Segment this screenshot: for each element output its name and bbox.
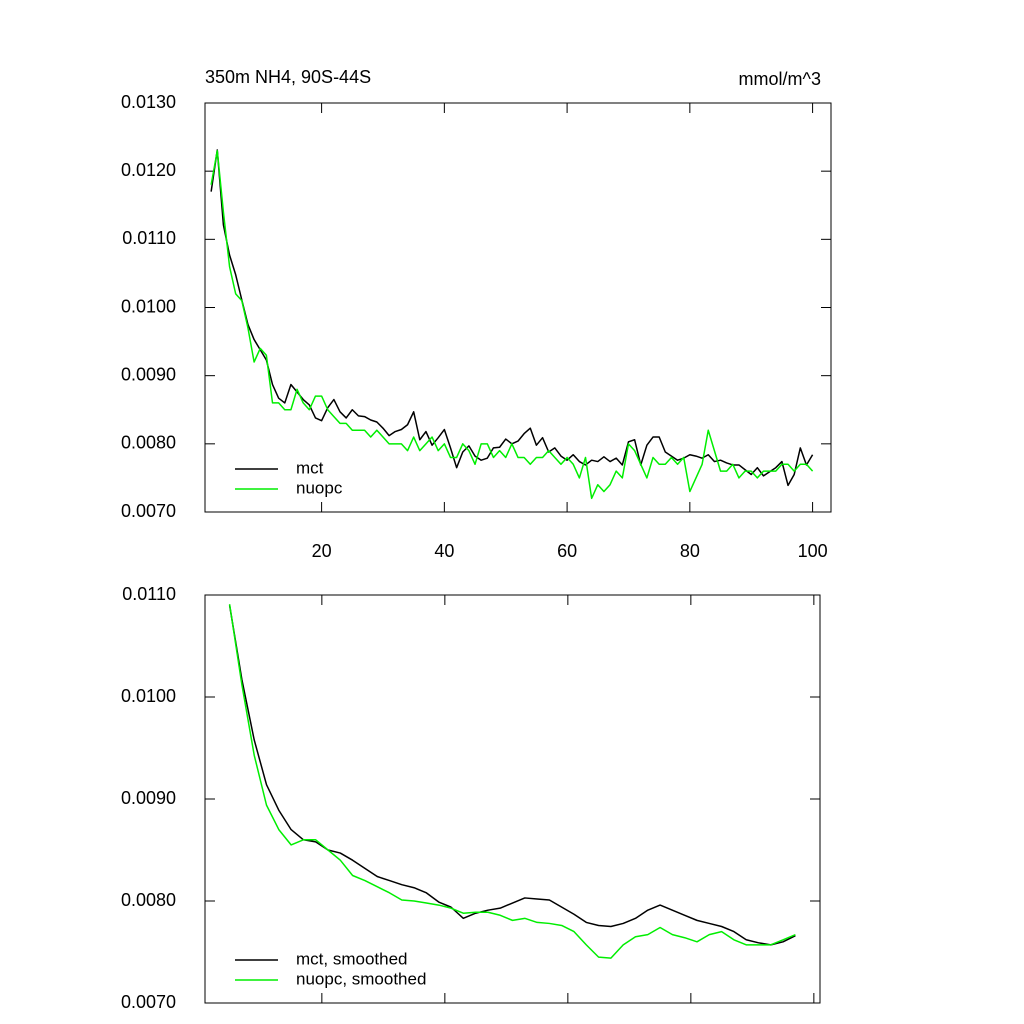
chart-title: 350m NH4, 90S-44S: [205, 67, 371, 87]
plot-frame: [204, 102, 832, 513]
y-tick-label: 0.0120: [121, 160, 176, 180]
legend-label: nuopc, smoothed: [296, 969, 426, 988]
y-tick-label: 0.0100: [121, 296, 176, 316]
x-tick-label: 60: [557, 541, 577, 561]
series-line: [228, 604, 796, 959]
series-line: [210, 149, 814, 487]
series-line: [210, 149, 814, 500]
x-tick-label: 100: [798, 541, 828, 561]
y-tick-label: 0.0130: [121, 92, 176, 112]
y-tick-label: 0.0070: [121, 501, 176, 521]
y-tick-label: 0.0080: [121, 433, 176, 453]
y-tick-label: 0.0110: [122, 584, 176, 604]
y-tick-label: 0.0070: [121, 992, 176, 1012]
y-tick-label: 0.0100: [121, 686, 176, 706]
y-tick-label: 0.0080: [121, 890, 176, 910]
series-line: [228, 605, 796, 946]
y-tick-label: 0.0110: [122, 228, 176, 248]
legend-label: nuopc: [296, 478, 343, 497]
plot-frame: [204, 594, 821, 1004]
y-tick-label: 0.0090: [121, 788, 176, 808]
legend-label: mct, smoothed: [296, 949, 408, 968]
legend-label: mct: [296, 458, 324, 477]
x-tick-label: 40: [434, 541, 454, 561]
x-tick-label: 80: [680, 541, 700, 561]
x-tick-label: 20: [312, 541, 332, 561]
y-tick-label: 0.0090: [121, 364, 176, 384]
units-label: mmol/m^3: [739, 69, 821, 89]
